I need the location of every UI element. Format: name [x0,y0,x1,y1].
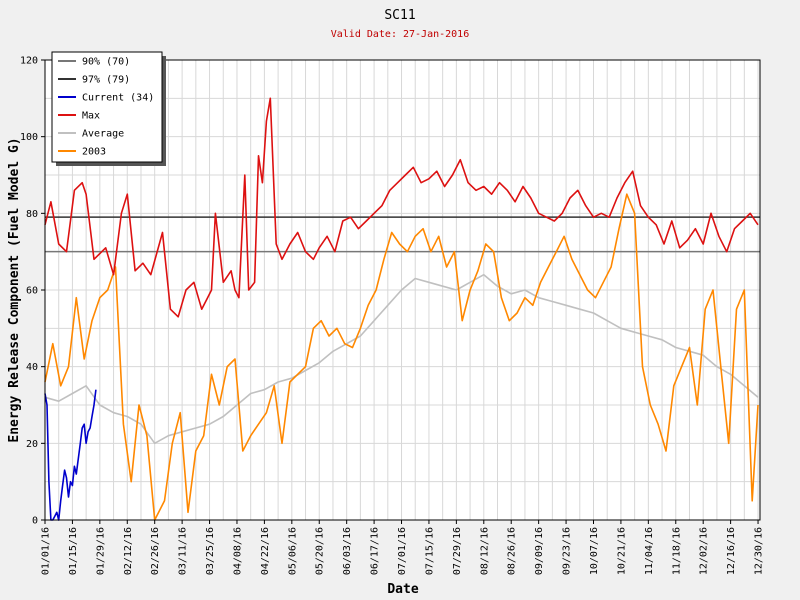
legend-items: 90% (70) 97% (79) Current (34) Max Average 20… [58,57,154,158]
x-tick-label: 02/26/16 [150,527,161,575]
x-tick-label: 02/12/16 [123,527,134,575]
y-tick-label: 20 [26,439,38,450]
legend-label-current: Current (34) [82,93,154,104]
y-tick-label: 0 [32,516,38,527]
x-tick-label: 05/06/16 [287,527,298,575]
legend-label-average: Average [82,129,124,140]
x-tick-label: 03/25/16 [205,527,216,575]
x-tick-label: 07/01/16 [397,527,408,575]
x-tick-label: 12/02/16 [699,527,710,575]
x-tick-label: 11/04/16 [644,527,655,575]
y-tick-label: 80 [26,209,38,220]
x-tick-label: 01/15/16 [68,527,79,575]
x-tick-label: 08/12/16 [479,527,490,575]
y-tick-label: 60 [26,286,38,297]
x-tick-label: 12/30/16 [754,527,765,575]
legend-label-97pct: 97% (79) [82,75,130,86]
x-tick-label: 07/15/16 [424,527,435,575]
x-tick-label: 10/21/16 [616,527,627,575]
legend: 90% (70) 97% (79) Current (34) Max Average 20… [51,51,166,166]
y-axis-ticks: 0 20 40 60 80 100 120 [20,56,45,527]
x-tick-label: 08/26/16 [507,527,518,575]
x-tick-label: 12/16/16 [726,527,737,575]
x-tick-label: 10/07/16 [589,527,600,575]
x-tick-label: 01/29/16 [95,527,106,575]
x-tick-label: 09/23/16 [562,527,573,575]
x-tick-label: 09/09/16 [534,527,545,575]
x-tick-label: 05/20/16 [315,527,326,575]
legend-label-2003: 2003 [82,147,106,158]
x-axis-label: Date [387,582,418,597]
legend-label-90pct: 90% (70) [82,57,130,68]
x-tick-label: 03/11/16 [178,527,189,575]
chart-subtitle: Valid Date: 27-Jan-2016 [331,29,469,40]
series-layer [44,97,759,521]
x-tick-label: 06/03/16 [342,527,353,575]
x-tick-label: 04/22/16 [260,527,271,575]
series-line-average [44,273,759,445]
series-line-max [44,97,759,318]
series-line-current [44,389,97,521]
legend-label-max: Max [82,111,100,122]
series-line-2003 [44,193,759,521]
x-tick-label: 01/01/16 [41,527,52,575]
y-tick-label: 100 [20,132,38,143]
x-axis-ticks: 01/01/16 01/15/16 01/29/16 02/12/16 02/26/16… [41,520,765,575]
x-tick-label: 06/17/16 [370,527,381,575]
y-tick-label: 120 [20,56,38,67]
x-tick-label: 11/18/16 [671,527,682,575]
chart-title: SC11 [384,8,415,23]
legend-box [51,51,163,163]
x-tick-label: 04/08/16 [232,527,243,575]
y-axis-label: Energy Release Component (Fuel Model G) [7,137,22,442]
y-tick-label: 40 [26,362,38,373]
x-tick-label: 07/29/16 [452,527,463,575]
